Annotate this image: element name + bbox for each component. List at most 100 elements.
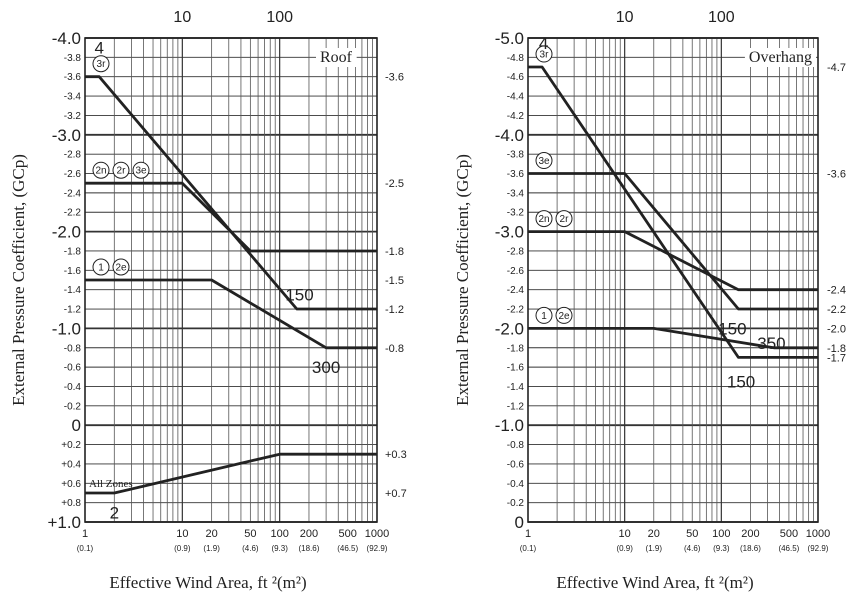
y-tick-label: -3.6 xyxy=(507,169,525,180)
zone-label: 2e xyxy=(115,263,127,274)
x-tick-metric-label: (0.9) xyxy=(174,544,191,553)
panel-title-background xyxy=(316,48,357,67)
x-tick-metric-label: (9.3) xyxy=(271,544,288,553)
x-axis-title-overhang: Effective Wind Area, ft ²(m²) xyxy=(556,573,753,592)
series-line xyxy=(528,326,818,350)
y-axis-title: External Pressure Coefficient, (GCp) xyxy=(453,154,472,406)
zone-circle xyxy=(132,161,150,179)
right-value-label: -1.8 xyxy=(827,343,846,355)
y-tick-label: -1.0 xyxy=(52,319,81,338)
zone-circle xyxy=(535,210,553,228)
y-tick-label: -1.4 xyxy=(64,285,82,296)
zone-circle xyxy=(555,210,573,228)
y-tick-label: -0.4 xyxy=(64,382,82,393)
breakpoint-annotation: 300 xyxy=(312,358,340,377)
right-value-label: -1.7 xyxy=(827,352,846,364)
x-tick-label: 10 xyxy=(176,528,188,540)
zone-circle xyxy=(112,258,130,276)
x-tick-label: 100 xyxy=(712,528,730,540)
y-tick-label: +0.8 xyxy=(61,498,81,509)
y-tick-label: -2.4 xyxy=(507,285,525,296)
zone-label: 1 xyxy=(541,311,547,322)
zone-circle xyxy=(92,161,110,179)
series-line xyxy=(85,75,377,311)
series-line xyxy=(85,278,377,350)
right-value-label: -1.5 xyxy=(385,275,404,287)
y-tick-label: -0.2 xyxy=(507,498,525,509)
right-value-label: -2.2 xyxy=(827,304,846,316)
x-tick-label: 500 xyxy=(339,528,357,540)
x-tick-metric-label: (0.1) xyxy=(77,544,94,553)
right-value-label: -2.0 xyxy=(827,323,846,335)
x-tick-metric-label: (0.1) xyxy=(520,544,537,553)
series-line xyxy=(85,181,377,253)
y-tick-label: 0 xyxy=(515,513,524,532)
series-line xyxy=(528,172,818,311)
x-tick-label: 1000 xyxy=(365,528,389,540)
zone-label: 1 xyxy=(98,263,104,274)
plot-frame xyxy=(527,37,819,523)
y-tick-label: -2.6 xyxy=(507,266,525,277)
right-value-label: -4.7 xyxy=(827,62,846,74)
y-tick-label: -5.0 xyxy=(495,29,524,48)
y-tick-label: -4.8 xyxy=(507,53,525,64)
x-tick-label: 50 xyxy=(686,528,698,540)
y-tick-label: -2.0 xyxy=(495,319,524,338)
y-tick-label: -3.8 xyxy=(507,150,525,161)
zone-label: 3e xyxy=(135,166,147,177)
y-tick-label: -1.4 xyxy=(507,382,525,393)
x-tick-metric-label: (0.9) xyxy=(616,544,633,553)
y-tick-label: -3.2 xyxy=(64,111,82,122)
right-value-label: -2.4 xyxy=(827,285,846,297)
y-tick-label: -2.2 xyxy=(507,305,525,316)
y-tick-label: -3.0 xyxy=(52,126,81,145)
x-tick-label: 50 xyxy=(244,528,256,540)
x-tick-label: 500 xyxy=(780,528,798,540)
x-tick-metric-label: (92.9) xyxy=(808,544,829,553)
zone-circle xyxy=(92,258,110,276)
right-value-label: +0.3 xyxy=(385,449,407,461)
top-tick-label: 100 xyxy=(708,9,735,26)
x-tick-label: 1000 xyxy=(806,528,830,540)
x-tick-metric-label: (1.9) xyxy=(646,544,663,553)
y-tick-label: -2.8 xyxy=(507,246,525,257)
y-tick-label: -1.2 xyxy=(507,401,525,412)
breakpoint-annotation: 150 xyxy=(718,319,746,338)
roof-panel: -4.0 -3.8 -3.6 -3.4 -3.2 -3.0 -2.8 -2.6 -2.4 -2.2… xyxy=(9,9,407,553)
zone-label: 3r xyxy=(97,59,107,70)
series-line xyxy=(528,230,818,292)
top-tick-label: 10 xyxy=(616,9,634,26)
y-tick-label: -2.4 xyxy=(64,188,82,199)
y-tick-label: -2.6 xyxy=(64,169,82,180)
y-tick-label: -3.6 xyxy=(64,72,82,83)
zone-label: 2n xyxy=(95,166,106,177)
x-tick-label: 100 xyxy=(270,528,288,540)
x-tick-label: 200 xyxy=(741,528,759,540)
y-tick-label: -0.8 xyxy=(507,440,525,451)
right-value-label: -3.6 xyxy=(827,169,846,181)
x-tick-label: 1 xyxy=(82,528,88,540)
top-tick-label: 100 xyxy=(266,9,293,26)
y-tick-label: -3.4 xyxy=(64,92,82,103)
y-tick-label: 0 xyxy=(72,416,81,435)
y-tick-label: +0.4 xyxy=(61,459,81,470)
zone-label: 3r xyxy=(540,50,550,61)
y-tick-label: +0.6 xyxy=(61,479,81,490)
y-tick-label: +1.0 xyxy=(47,513,81,532)
zone-circle xyxy=(535,152,553,170)
panel-title: Roof xyxy=(320,49,353,66)
right-value-label: -1.8 xyxy=(385,246,404,258)
y-tick-label: -4.0 xyxy=(52,29,81,48)
y-tick-label: -4.4 xyxy=(507,92,525,103)
overhang-panel: -5.0 -4.8 -4.6 -4.4 -4.2 -4.0 -3.8 -3.6 -3.4 -3.2… xyxy=(453,9,846,553)
y-tick-label: -0.2 xyxy=(64,401,82,412)
zone-circle xyxy=(555,306,573,324)
y-tick-label: -3.4 xyxy=(507,188,525,199)
x-tick-metric-label: (9.3) xyxy=(713,544,730,553)
right-value-label: -3.6 xyxy=(385,72,404,84)
breakpoint-annotation: 150 xyxy=(285,286,313,305)
y-tick-label: -1.8 xyxy=(64,246,82,257)
y-tick-label: -0.4 xyxy=(507,479,525,490)
y-tick-label: -1.6 xyxy=(64,266,82,277)
